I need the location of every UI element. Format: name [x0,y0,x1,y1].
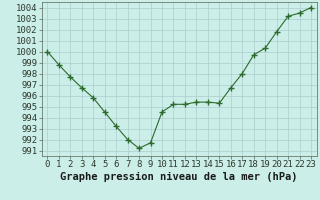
X-axis label: Graphe pression niveau de la mer (hPa): Graphe pression niveau de la mer (hPa) [60,172,298,182]
